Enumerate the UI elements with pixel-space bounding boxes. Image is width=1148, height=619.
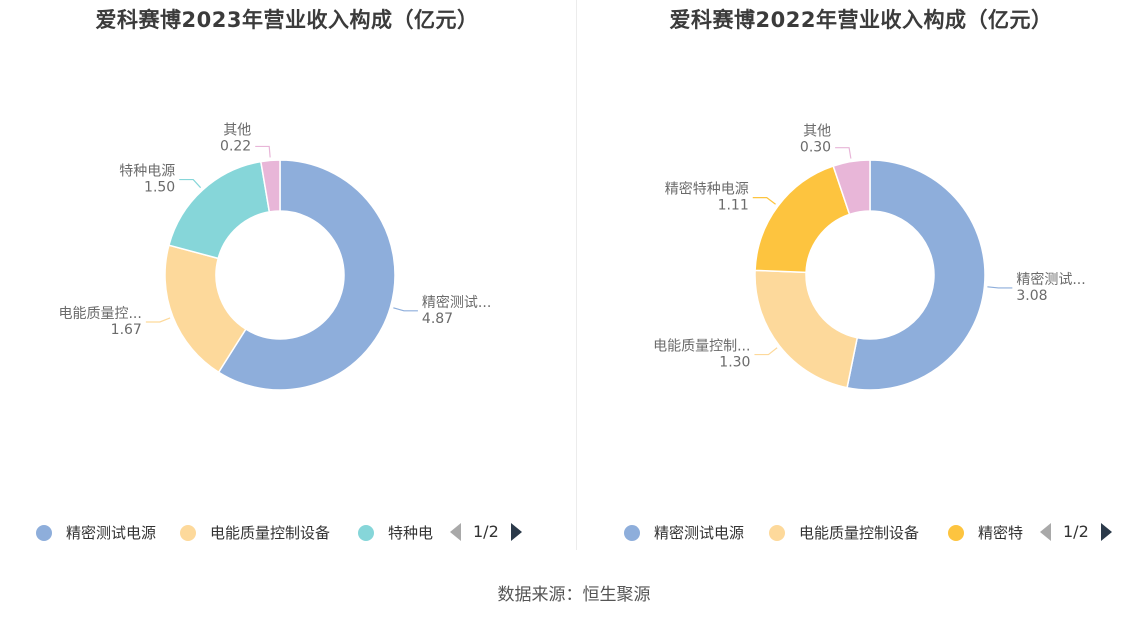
chart-panel-2022: 爱科赛博2022年营业收入构成（亿元） 精密测试... 3.08 电能质量控制...… (574, 0, 1148, 560)
slice-label: 其他 (223, 122, 251, 138)
legend-label: 精密测试电源 (654, 524, 745, 542)
slice-label: 精密测试... (1016, 271, 1085, 288)
donut-slice-0[interactable] (846, 159, 986, 391)
slice-value-label: 1.30 (719, 355, 750, 371)
legend-label: 精密特 (978, 524, 1024, 542)
slice-value-label: 0.22 (220, 138, 251, 154)
legend-marker (769, 524, 785, 541)
legend-marker (624, 524, 640, 541)
panel-divider (576, 0, 577, 550)
donut-slice-3[interactable] (832, 159, 871, 216)
legend-label: 精密测试电源 (66, 524, 157, 542)
slice-label: 特种电源 (119, 164, 175, 180)
leader-line (145, 317, 171, 323)
legend-label: 特种电 (388, 524, 434, 542)
legend: 精密测试电源 电能质量控制设备 特种电 1/2 (0, 518, 574, 546)
chart-panel-2023: 爱科赛博2023年营业收入构成（亿元） 精密测试... 4.87 电能质量控... 1… (0, 0, 574, 560)
slice-label: 其他 (803, 124, 831, 140)
legend-marker (948, 524, 964, 541)
legend-page-indicator: 1/2 (473, 522, 499, 541)
legend-marker (358, 524, 374, 541)
slice-label: 精密特种电源 (665, 181, 749, 198)
next-page-icon[interactable] (510, 522, 522, 541)
leader-line (255, 145, 271, 158)
legend-item[interactable]: 精密特 (948, 522, 1023, 543)
legend-item[interactable]: 电能质量控制设备 (769, 522, 919, 543)
leader-line (752, 197, 776, 205)
slice-value-label: 1.50 (144, 180, 175, 196)
slice-value-label: 0.30 (800, 140, 831, 156)
legend-pager: 1/2 (1040, 522, 1112, 541)
donut-slice-2[interactable] (168, 160, 271, 260)
donut-slice-1[interactable] (754, 269, 859, 389)
legend-page-indicator: 1/2 (1063, 522, 1089, 541)
prev-page-icon[interactable] (450, 522, 461, 541)
legend-item[interactable]: 特种电 (358, 522, 433, 543)
chart-title: 爱科赛博2022年营业收入构成（亿元） (669, 8, 1053, 32)
legend-label: 电能质量控制设备 (210, 524, 331, 542)
legend-item[interactable]: 精密测试电源 (36, 522, 156, 543)
leader-line (393, 307, 418, 312)
leader-line (835, 147, 852, 159)
donut-slice-0[interactable] (217, 159, 396, 391)
donut-slice-2[interactable] (754, 165, 851, 274)
prev-page-icon[interactable] (1040, 522, 1051, 541)
leader-line (179, 178, 202, 189)
slice-label: 电能质量控制... (653, 339, 750, 355)
slice-label: 精密测试... (422, 294, 491, 311)
data-source-note: 数据来源：恒生聚源 (497, 585, 651, 605)
slice-value-label: 4.87 (422, 311, 453, 327)
slice-label: 电能质量控... (58, 306, 141, 322)
legend-item[interactable]: 电能质量控制设备 (180, 522, 330, 543)
legend-item[interactable]: 精密测试电源 (624, 522, 744, 543)
chart-title: 爱科赛博2023年营业收入构成（亿元） (95, 8, 479, 32)
legend-label: 电能质量控制设备 (799, 524, 920, 542)
slice-value-label: 1.11 (718, 198, 749, 214)
legend-marker (180, 524, 196, 541)
legend: 精密测试电源 电能质量控制设备 精密特 1/2 (574, 518, 1148, 546)
legend-marker (36, 524, 52, 541)
leader-line (987, 286, 1013, 289)
donut-slice-3[interactable] (259, 159, 281, 213)
legend-pager: 1/2 (450, 522, 522, 541)
slice-value-label: 1.67 (111, 322, 142, 338)
slice-value-label: 3.08 (1016, 288, 1047, 304)
next-page-icon[interactable] (1100, 522, 1112, 541)
leader-line (754, 347, 778, 356)
